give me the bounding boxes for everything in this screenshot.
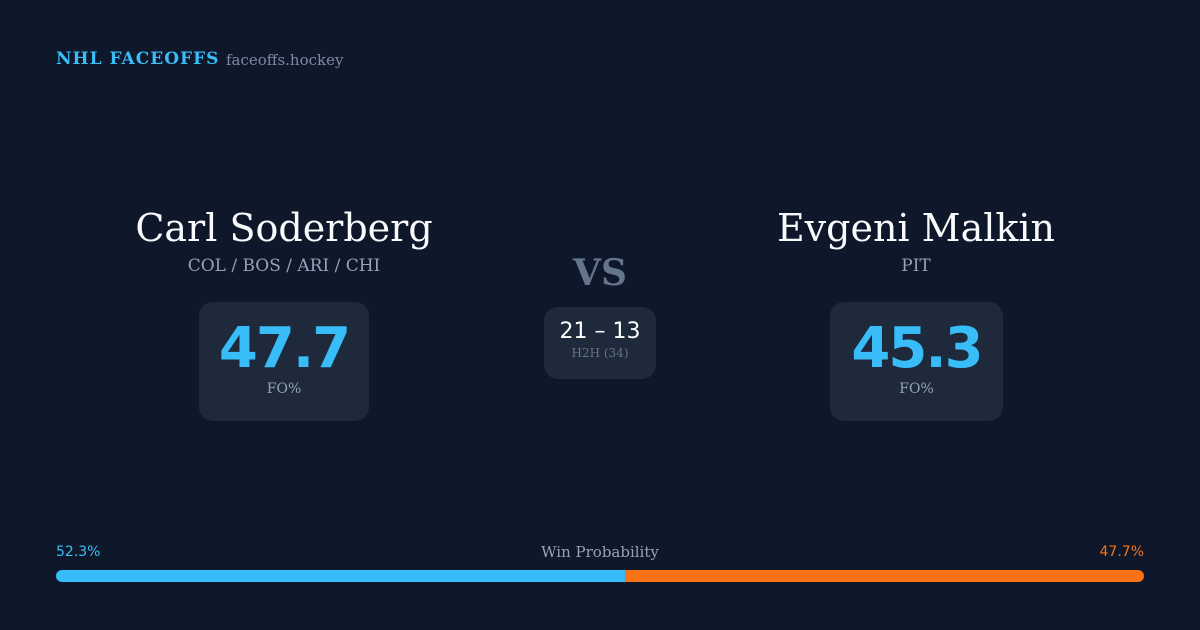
right-player-teams: PIT	[901, 256, 931, 276]
left-win-prob: 52.3%	[56, 544, 101, 560]
site-domain: faceoffs.hockey	[226, 51, 344, 69]
vs-label: VS	[573, 252, 627, 294]
left-player-teams: COL / BOS / ARI / CHI	[187, 256, 381, 276]
win-probability-label: Win Probability	[541, 543, 659, 561]
right-fo-label: FO%	[899, 381, 934, 397]
brand-title: NHL FACEOFFS	[56, 49, 220, 69]
win-probability-bar	[56, 570, 1144, 582]
right-probability-fill	[625, 570, 1144, 582]
right-fo-card: 45.3 FO%	[830, 302, 1003, 421]
left-player: Carl Soderberg COL / BOS / ARI / CHI	[34, 206, 534, 276]
right-player: Evgeni Malkin PIT	[666, 206, 1166, 276]
left-fo-label: FO%	[266, 381, 302, 397]
h2h-label: H2H (34)	[571, 346, 629, 360]
left-fo-value: 47.7	[218, 316, 351, 381]
right-win-prob: 47.7%	[1099, 544, 1144, 560]
left-probability-fill	[56, 570, 626, 582]
left-player-name: Carl Soderberg	[135, 206, 433, 250]
h2h-score: 21 – 13	[559, 319, 641, 344]
left-fo-card: 47.7 FO%	[199, 302, 369, 421]
right-fo-value: 45.3	[851, 316, 983, 381]
h2h-card: 21 – 13 H2H (34)	[544, 307, 656, 379]
right-player-name: Evgeni Malkin	[776, 206, 1056, 250]
